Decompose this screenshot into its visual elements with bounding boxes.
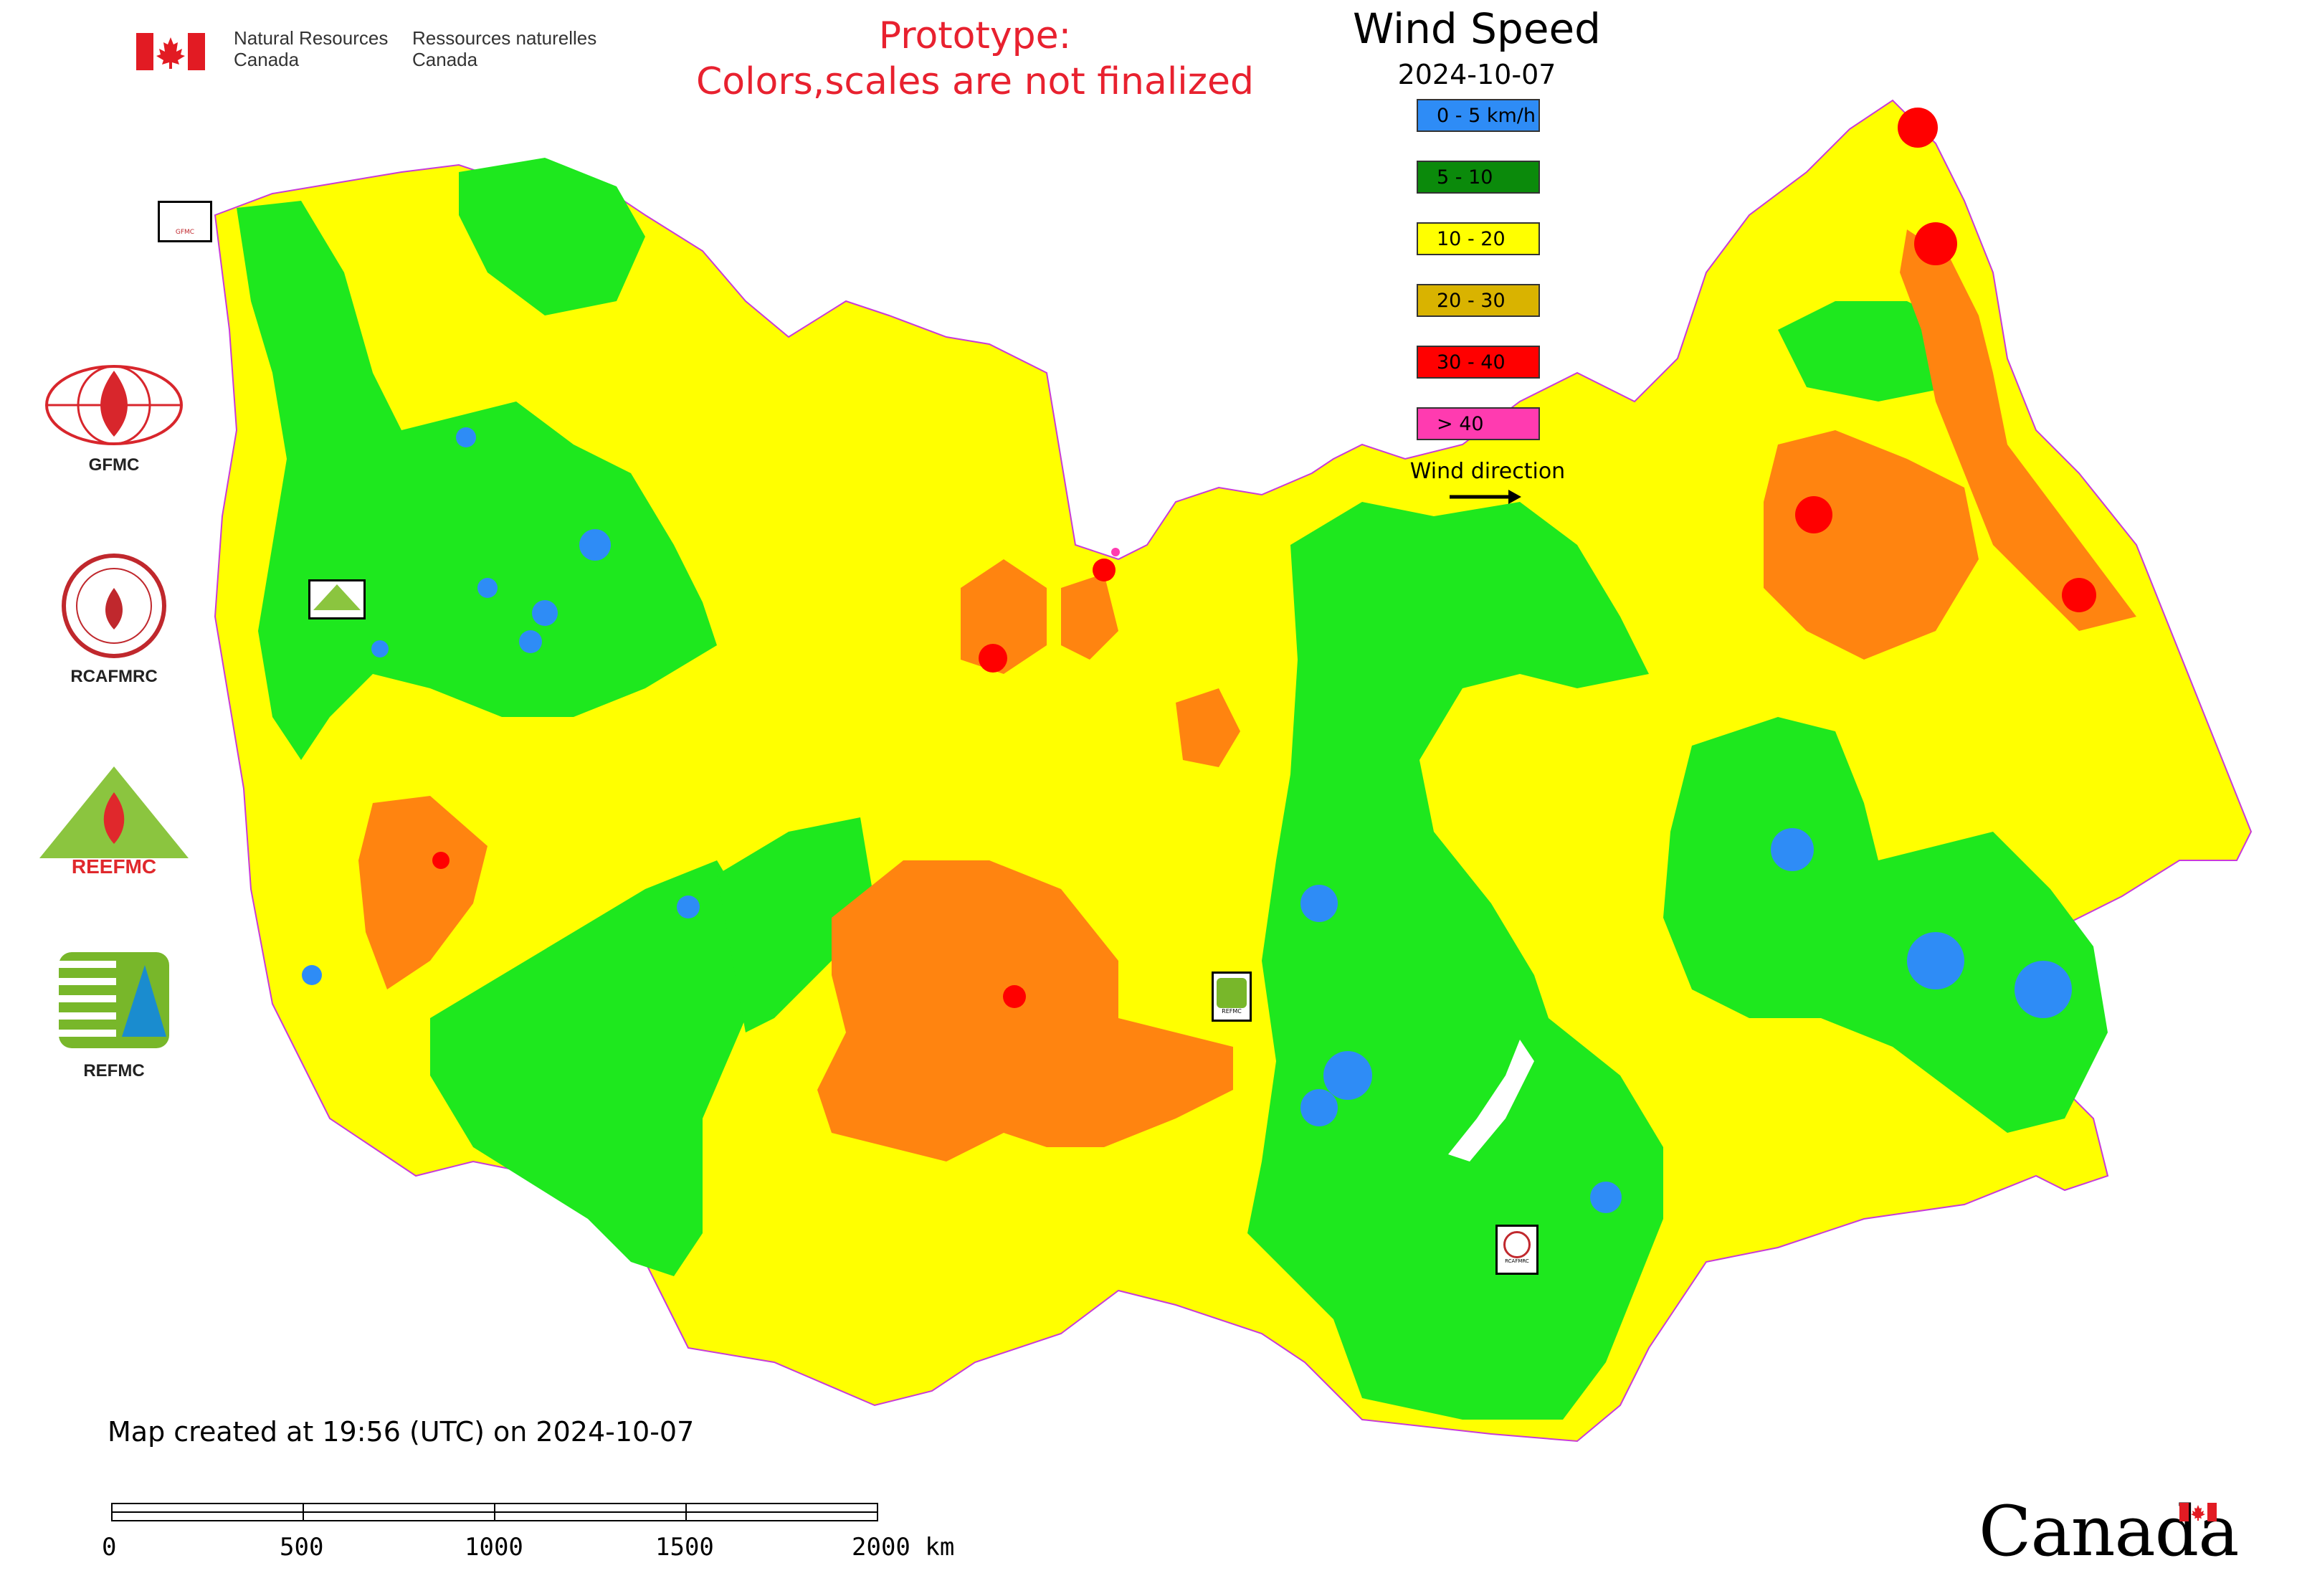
scale-tick-1000: 1000 xyxy=(465,1533,523,1562)
wind-direction-label: Wind direction xyxy=(1409,459,1566,484)
region-green-central xyxy=(717,817,875,1032)
reefmc-logo: REEFMC xyxy=(32,764,196,878)
rcafmrc-map-badge: RCAFMRC xyxy=(1495,1225,1538,1275)
scale-tick-2000: 2000 km xyxy=(852,1533,955,1562)
gfmc-logo: GFMC xyxy=(32,362,196,475)
rcafmrc-logo-icon xyxy=(62,554,166,658)
canada-flag-icon xyxy=(136,33,205,70)
agency-name-fr: Ressources naturelles Canada xyxy=(412,27,597,70)
legend-item-0-5: 0 - 5 km/h xyxy=(1417,99,1540,132)
region-orange-central xyxy=(817,860,1233,1162)
legend-date: 2024-10-07 xyxy=(1397,59,1556,90)
region-green-southwest xyxy=(430,860,760,1276)
wind-direction-arrow-icon xyxy=(1450,490,1521,504)
canada-wordmark: Canada xyxy=(1979,1491,2239,1572)
refmc-logo-icon xyxy=(59,952,169,1048)
region-orange-yamal xyxy=(961,559,1047,674)
landmass-yellow xyxy=(214,99,2253,1443)
scale-tick-0: 0 xyxy=(102,1533,117,1562)
scale-tick-1500: 1500 xyxy=(655,1533,714,1562)
gfmc-caption: GFMC xyxy=(88,455,140,475)
calm-spots xyxy=(302,427,2072,1213)
region-orange-sib xyxy=(1176,688,1240,767)
legend-item-5-10: 5 - 10 xyxy=(1417,161,1540,194)
legend-item-30-40: 30 - 40 xyxy=(1417,346,1540,379)
prototype-notice: Prototype: Colors,scales are not finaliz… xyxy=(695,14,1255,103)
gfmc-map-badge: GFMC xyxy=(158,201,212,242)
legend-item-10-20: 10 - 20 xyxy=(1417,222,1540,255)
nrcan-signature: Natural Resources Canada Ressources natu… xyxy=(136,27,599,85)
region-green-kola xyxy=(459,158,645,315)
gfmc-logo-icon xyxy=(45,365,183,445)
agency-name-en: Natural Resources Canada xyxy=(234,27,389,70)
reefmc-wordmark: REEFMC xyxy=(71,855,157,878)
refmc-map-badge: REFMC xyxy=(1212,972,1252,1022)
region-orange-kamchatka xyxy=(1900,229,2136,631)
region-green-chukotka xyxy=(1778,301,1964,402)
refmc-caption: REFMC xyxy=(83,1061,145,1080)
refmc-logo: REFMC xyxy=(32,946,196,1081)
region-orange-yakutia xyxy=(1764,430,1979,660)
region-green-east xyxy=(1663,717,2108,1133)
legend-title: Wind Speed xyxy=(1352,4,1602,53)
region-green-west xyxy=(237,201,717,760)
rcafmrc-logo: RCAFMRC xyxy=(32,552,196,687)
reefmc-logo-icon xyxy=(39,766,189,858)
lake-baikal xyxy=(1448,1040,1534,1162)
legend-item-20-30: 20 - 30 xyxy=(1417,284,1540,317)
rcafmrc-caption: RCAFMRC xyxy=(70,667,158,686)
scale-bar xyxy=(111,1503,878,1521)
legend-item-over-40: > 40 xyxy=(1417,407,1540,440)
region-orange-west xyxy=(358,796,487,989)
region-orange-taimyr xyxy=(1061,574,1118,660)
map-created-text: Map created at 19:56 (UTC) on 2024-10-07 xyxy=(108,1416,695,1448)
canada-wordmark-flag-icon xyxy=(2179,1503,2217,1521)
region-green-siberia xyxy=(1247,502,1663,1420)
scale-tick-500: 500 xyxy=(280,1533,324,1562)
reefmc-map-badge xyxy=(308,579,366,619)
red-spots xyxy=(432,108,2096,1008)
